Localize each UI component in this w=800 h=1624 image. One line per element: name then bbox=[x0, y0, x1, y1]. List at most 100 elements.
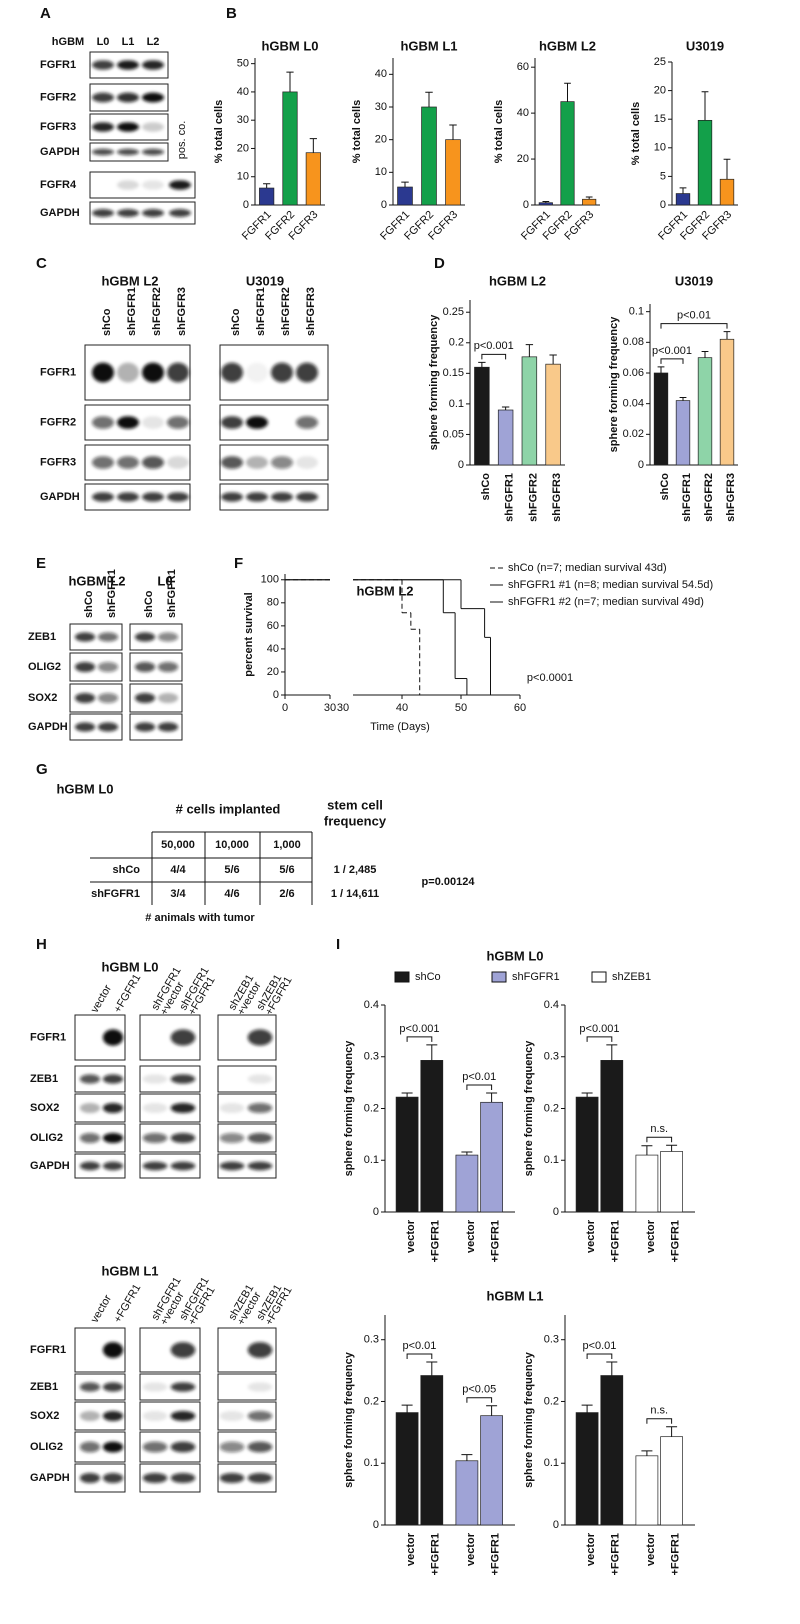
table-p-value: p=0.00124 bbox=[422, 876, 476, 888]
y-tick-label: 50 bbox=[237, 58, 249, 70]
blot-band bbox=[117, 148, 139, 156]
blot-band bbox=[142, 1441, 168, 1453]
blot-band bbox=[102, 1382, 124, 1392]
blot-band bbox=[157, 661, 179, 673]
y-tick-label: 0.08 bbox=[623, 336, 644, 348]
x-tick-label: +FGFR1 bbox=[610, 1220, 622, 1262]
y-tick-label: 10 bbox=[237, 171, 249, 183]
y-tick-label: 60 bbox=[267, 620, 279, 632]
significance-bracket bbox=[406, 1353, 433, 1359]
error-bar bbox=[606, 1044, 618, 1061]
blot-band bbox=[219, 1472, 245, 1484]
blot-band bbox=[74, 722, 96, 732]
significance-bracket bbox=[481, 353, 507, 360]
x-tick-label: 30 bbox=[337, 702, 349, 714]
significance-bracket bbox=[406, 1036, 433, 1042]
table-column-group: # cells implanted bbox=[176, 801, 281, 816]
blot-band bbox=[142, 416, 164, 429]
blot-row-label: FGFR3 bbox=[40, 456, 76, 468]
table-cell: 5/6 bbox=[224, 864, 239, 876]
y-tick-label: 0.3 bbox=[544, 1051, 559, 1063]
error-bar bbox=[564, 82, 571, 102]
x-tick-label: shFGFR2 bbox=[703, 473, 715, 522]
chart-title: hGBM L0 bbox=[261, 38, 318, 53]
bar bbox=[420, 1375, 444, 1526]
y-tick-label: 0 bbox=[273, 689, 279, 701]
blot-band bbox=[102, 1441, 124, 1453]
significance-bracket bbox=[660, 323, 728, 329]
y-tick-label: 20 bbox=[375, 134, 387, 146]
blot-band bbox=[219, 1102, 245, 1114]
blot-row-label: ZEB1 bbox=[30, 1073, 58, 1085]
error-bar bbox=[666, 1144, 678, 1152]
panel-title: hGBM L0 bbox=[486, 948, 543, 963]
blot-band bbox=[271, 492, 293, 502]
table-cell: 4/6 bbox=[224, 888, 239, 900]
y-tick-label: 20 bbox=[237, 142, 249, 154]
blot-band bbox=[142, 1132, 168, 1144]
blot-band bbox=[247, 1441, 273, 1453]
blot-band bbox=[247, 1102, 273, 1114]
blot-band bbox=[170, 1472, 196, 1484]
error-bar bbox=[478, 361, 486, 368]
bar bbox=[455, 1460, 479, 1526]
blot-band bbox=[142, 1382, 168, 1392]
blot-row-label: SOX2 bbox=[30, 1102, 59, 1114]
blot-band bbox=[157, 692, 179, 704]
legend-label: shCo (n=7; median survival 43d) bbox=[508, 562, 667, 574]
lane-label: shFGFR1 bbox=[166, 569, 178, 618]
y-tick-label: 40 bbox=[237, 86, 249, 98]
blot-band bbox=[246, 416, 268, 429]
blot-row-label: OLIG2 bbox=[30, 1132, 63, 1144]
blot-band bbox=[157, 722, 179, 732]
blot-band bbox=[247, 1074, 273, 1084]
blot-band bbox=[117, 416, 139, 429]
blot-band bbox=[134, 632, 156, 642]
x-tick-label: vector bbox=[405, 1532, 417, 1566]
lane-label: shFGFR2 bbox=[280, 287, 292, 336]
bar bbox=[660, 1436, 683, 1526]
error-bar bbox=[461, 1454, 473, 1461]
blot-band bbox=[219, 1441, 245, 1453]
bar bbox=[675, 400, 691, 466]
panel-label: F bbox=[234, 555, 243, 572]
lane-label: vector bbox=[89, 983, 115, 1015]
significance-label: n.s. bbox=[650, 1405, 668, 1417]
chart-title: hGBM L2 bbox=[356, 583, 413, 598]
bar bbox=[719, 178, 735, 206]
blot-band bbox=[102, 1029, 124, 1046]
blot-band bbox=[170, 1410, 196, 1422]
blot-band bbox=[170, 1029, 196, 1046]
lane-label: shCo bbox=[83, 590, 95, 618]
blot-band bbox=[142, 456, 164, 469]
blot-band bbox=[247, 1161, 273, 1171]
blot-band bbox=[247, 1132, 273, 1144]
error-bar bbox=[286, 71, 294, 92]
lane-label: shCo bbox=[143, 590, 155, 618]
x-tick-label: 40 bbox=[396, 702, 408, 714]
blot-band bbox=[134, 661, 156, 673]
bar bbox=[600, 1375, 624, 1526]
lane-label-group: shFGFR1+FGFR1 bbox=[177, 965, 217, 1017]
blot-band bbox=[170, 1074, 196, 1084]
blot-band bbox=[296, 492, 318, 502]
y-axis-label: % total cells bbox=[213, 100, 225, 164]
y-axis-label: % total cells bbox=[630, 102, 642, 166]
x-tick-label: +FGFR1 bbox=[610, 1533, 622, 1575]
lane-label-group: shZEB1+vector bbox=[226, 1283, 263, 1328]
y-tick-label: 20 bbox=[654, 85, 666, 97]
blot-band bbox=[74, 632, 96, 642]
significance-bracket bbox=[646, 1136, 673, 1143]
y-tick-label: 0.04 bbox=[623, 398, 644, 410]
bar bbox=[421, 106, 437, 206]
significance-label: p<0.01 bbox=[677, 310, 711, 322]
table-column: 1,000 bbox=[273, 839, 301, 851]
y-tick-label: 0.2 bbox=[364, 1395, 379, 1407]
lane-label: shFGFR2 bbox=[151, 287, 163, 336]
error-bar bbox=[309, 138, 317, 153]
blot-band bbox=[167, 492, 189, 502]
bar bbox=[480, 1415, 503, 1526]
error-bar bbox=[679, 187, 687, 194]
blot-row-label: GAPDH bbox=[40, 207, 80, 219]
